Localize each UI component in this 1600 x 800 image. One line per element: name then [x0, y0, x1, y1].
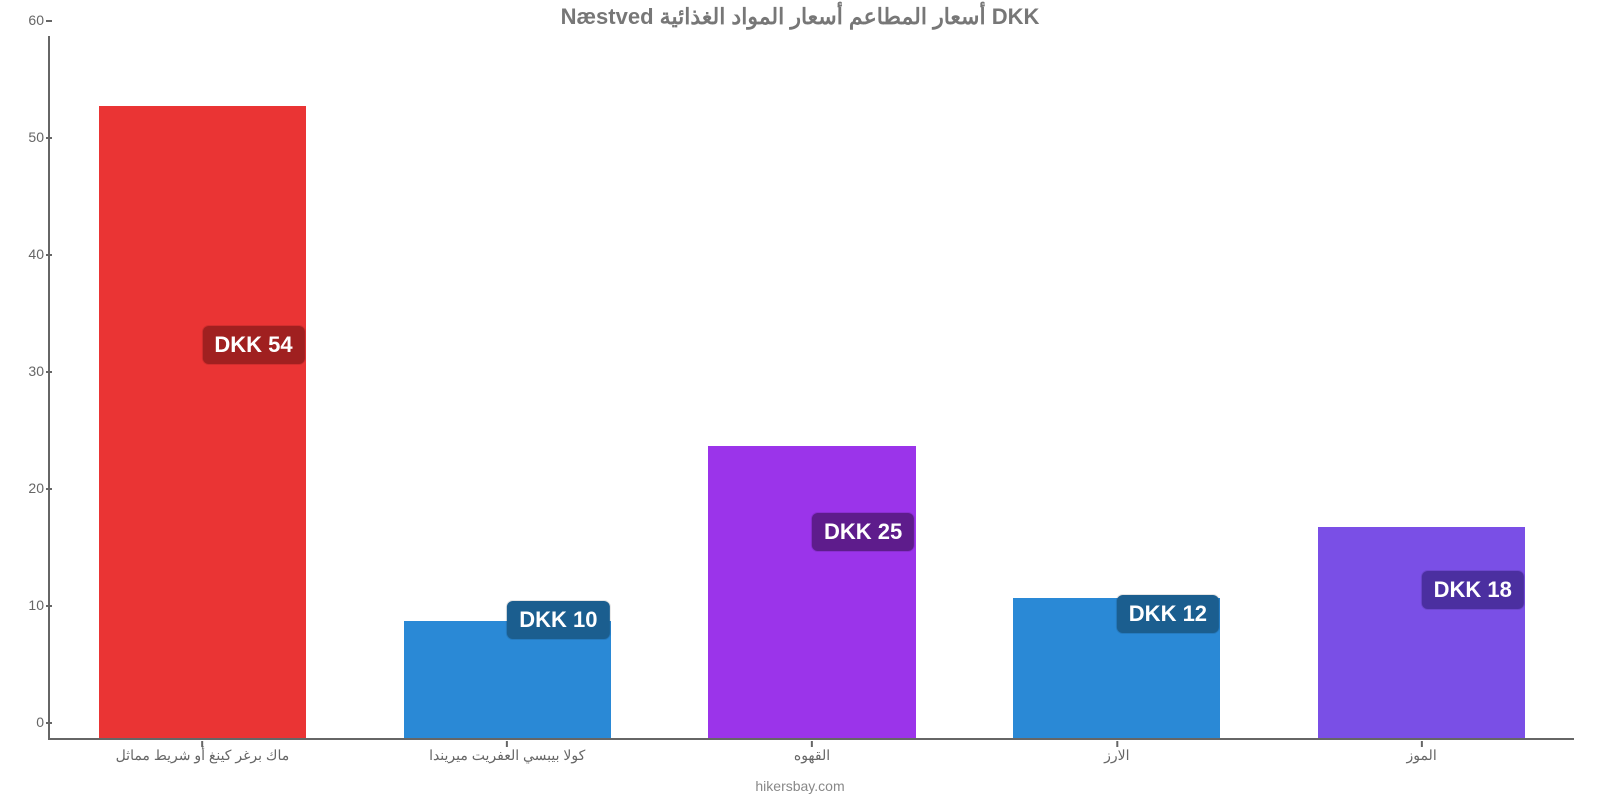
bar — [708, 446, 915, 739]
x-tick: الارز — [1104, 747, 1129, 764]
y-tick: 20 — [10, 480, 44, 496]
x-tick: الموز — [1406, 747, 1436, 764]
y-tick: 10 — [10, 597, 44, 613]
value-badge-wrap: DKK 10 — [507, 601, 609, 639]
value-badge-wrap: DKK 54 — [202, 326, 304, 364]
value-badge-wrap: DKK 12 — [1117, 595, 1219, 633]
chart-title: Næstved أسعار المطاعم أسعار المواد الغذا… — [0, 0, 1600, 30]
chart-credit: hikersbay.com — [0, 778, 1600, 794]
x-tick: ماك برغر كينغ أو شريط مماثل — [116, 747, 290, 764]
y-tick: 0 — [10, 714, 44, 730]
y-tick: 40 — [10, 246, 44, 262]
y-tick: 30 — [10, 363, 44, 379]
value-badge: DKK 25 — [812, 513, 914, 551]
chart-container: Næstved أسعار المطاعم أسعار المواد الغذا… — [0, 0, 1600, 800]
x-tick: كولا بيبسي العفريت ميريندا — [429, 747, 585, 764]
bar — [99, 106, 306, 738]
value-badge-wrap: DKK 18 — [1422, 571, 1524, 609]
bar — [1318, 527, 1525, 738]
plot-area: 0102030405060DKK 54ماك برغر كينغ أو شريط… — [48, 36, 1574, 740]
y-tick: 60 — [10, 12, 44, 28]
y-tick: 50 — [10, 129, 44, 145]
value-badge: DKK 10 — [507, 601, 609, 639]
x-tick: القهوه — [794, 747, 830, 764]
value-badge: DKK 18 — [1422, 571, 1524, 609]
value-badge: DKK 54 — [202, 326, 304, 364]
value-badge: DKK 12 — [1117, 595, 1219, 633]
value-badge-wrap: DKK 25 — [812, 513, 914, 551]
